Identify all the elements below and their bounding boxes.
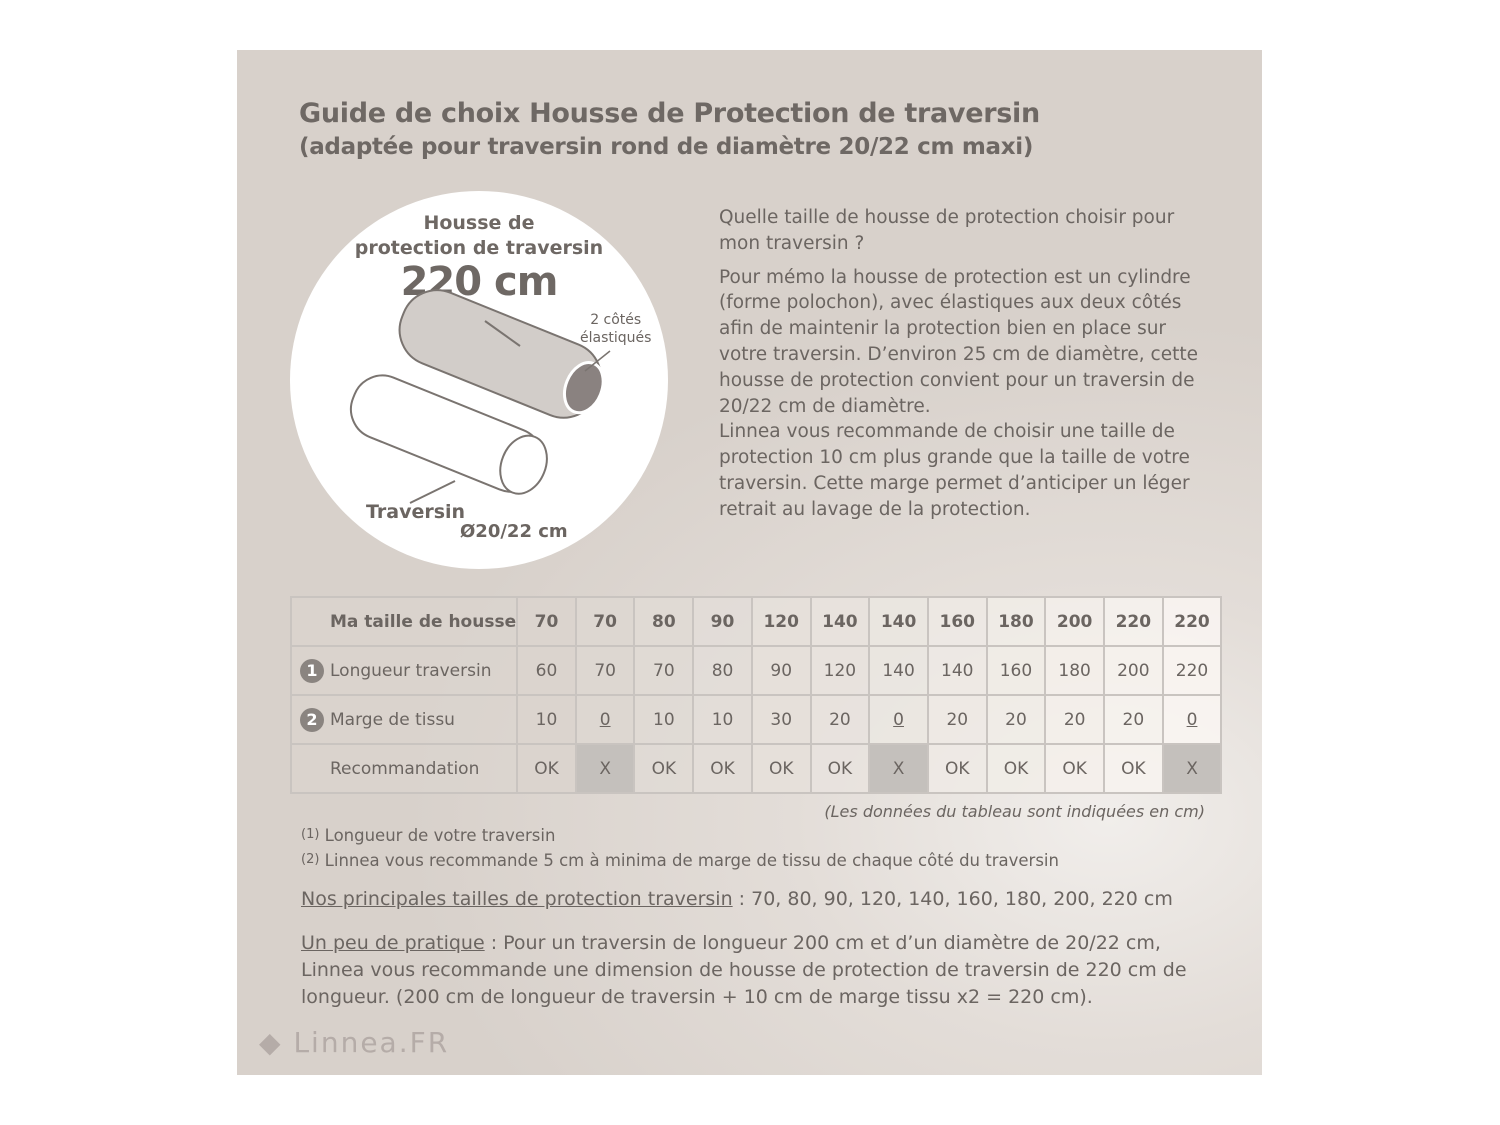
table-cell: 90 xyxy=(692,596,753,647)
page-title: Guide de choix Housse de Protection de t… xyxy=(299,98,1040,129)
diameter-label: Ø20/22 cm xyxy=(460,521,568,542)
table-cell: 180 xyxy=(985,596,1047,647)
practice-example: Un peu de pratique : Pour un traversin d… xyxy=(301,932,1187,1008)
unit-note: (Les données du tableau sont indiquées e… xyxy=(824,802,1205,821)
table-cell: OK xyxy=(985,743,1047,794)
illustration-label: Housse de protection de traversin xyxy=(354,212,604,259)
table-cell: 20 xyxy=(809,694,871,745)
table-cell: 180 xyxy=(1044,645,1105,696)
table-cell: X xyxy=(1161,743,1223,794)
row-label: 1 Longueur traversin xyxy=(289,645,519,696)
table-cell: 60 xyxy=(516,645,577,696)
illustration: Housse de protection de traversin 220 cm … xyxy=(290,191,668,569)
table-row: Recommandation OK X OK OK OK OK X OK OK OK OK X xyxy=(289,743,1223,794)
table-cell: 70 xyxy=(633,645,695,696)
table-cell: 20 xyxy=(1044,694,1105,745)
table-cell: 0 xyxy=(574,694,636,745)
table-cell: 200 xyxy=(1044,596,1105,647)
table-cell: 10 xyxy=(633,694,695,745)
table-cell: 140 xyxy=(868,596,929,647)
table-cell: 200 xyxy=(1102,645,1164,696)
row-label: 2 Marge de tissu xyxy=(289,694,519,745)
intro-question: Quelle taille de housse de protection ch… xyxy=(719,207,1175,254)
footnotes: (1) Longueur de votre traversin (2) Linn… xyxy=(301,823,1059,873)
pillow-label: Traversin xyxy=(366,501,466,523)
table-cell: 0 xyxy=(1161,694,1223,745)
table-cell: 30 xyxy=(750,694,812,745)
table-row: 1 Longueur traversin 60 70 70 80 90 120 140 140 16… xyxy=(289,645,1223,696)
table-cell: OK xyxy=(1044,743,1105,794)
main-sizes: Nos principales tailles de protection tr… xyxy=(301,888,1173,910)
table-cell: X xyxy=(574,743,636,794)
logo-icon: ◆ xyxy=(259,1026,283,1059)
row-number-badge: 1 xyxy=(300,658,324,683)
table-cell: 80 xyxy=(633,596,695,647)
table-cell: 0 xyxy=(868,694,929,745)
table-cell: OK xyxy=(1102,743,1164,794)
table-cell: 220 xyxy=(1102,596,1164,647)
table-cell: 20 xyxy=(1102,694,1164,745)
footnote: (2) Linnea vous recommande 5 cm à minima… xyxy=(301,851,1059,870)
table-cell: 120 xyxy=(750,596,812,647)
table-cell: 160 xyxy=(926,596,988,647)
intro-body: Pour mémo la housse de protection est un… xyxy=(719,266,1198,520)
table-cell: 80 xyxy=(692,645,753,696)
table-cell: OK xyxy=(926,743,988,794)
table-cell: OK xyxy=(692,743,753,794)
linnea-logo: ◆ Linnea.FR xyxy=(259,1026,450,1059)
table-cell: 140 xyxy=(868,645,929,696)
page-subtitle: (adaptée pour traversin rond de diamètre… xyxy=(299,134,1034,160)
table-cell: 220 xyxy=(1161,596,1223,647)
elastic-label: 2 côtés élastiqués xyxy=(580,312,652,346)
table-row: 2 Marge de tissu 10 0 10 10 30 20 0 20 20 20 20 0 xyxy=(289,694,1223,745)
table-cell: 70 xyxy=(574,645,636,696)
table-row: Ma taille de housse 70 70 80 90 120 140 140 160 1… xyxy=(289,596,1223,647)
table-cell: 20 xyxy=(926,694,988,745)
row-number-badge: 2 xyxy=(300,707,324,732)
table-cell: X xyxy=(868,743,929,794)
row-label: Recommandation xyxy=(289,743,519,794)
bolster-drawing-icon xyxy=(349,289,611,504)
table-cell: 90 xyxy=(750,645,812,696)
table-cell: OK xyxy=(633,743,695,794)
guide-panel: Guide de choix Housse de Protection de t… xyxy=(237,50,1262,1075)
table-cell: 20 xyxy=(985,694,1047,745)
table-cell: OK xyxy=(750,743,812,794)
table-cell: OK xyxy=(809,743,871,794)
table-cell: 70 xyxy=(516,596,577,647)
table-cell: 10 xyxy=(516,694,577,745)
table-cell: 160 xyxy=(985,645,1047,696)
intro-text: Quelle taille de housse de protection ch… xyxy=(719,205,1199,523)
row-label: Ma taille de housse xyxy=(289,596,519,647)
table-cell: 10 xyxy=(692,694,753,745)
table-cell: OK xyxy=(516,743,577,794)
table-cell: 140 xyxy=(926,645,988,696)
table-cell: 120 xyxy=(809,645,871,696)
size-table: Ma taille de housse 70 70 80 90 120 140 140 160 1… xyxy=(289,596,1223,794)
footnote: (1) Longueur de votre traversin xyxy=(301,826,556,845)
table-cell: 70 xyxy=(574,596,636,647)
table-cell: 220 xyxy=(1161,645,1223,696)
table-cell: 140 xyxy=(809,596,871,647)
